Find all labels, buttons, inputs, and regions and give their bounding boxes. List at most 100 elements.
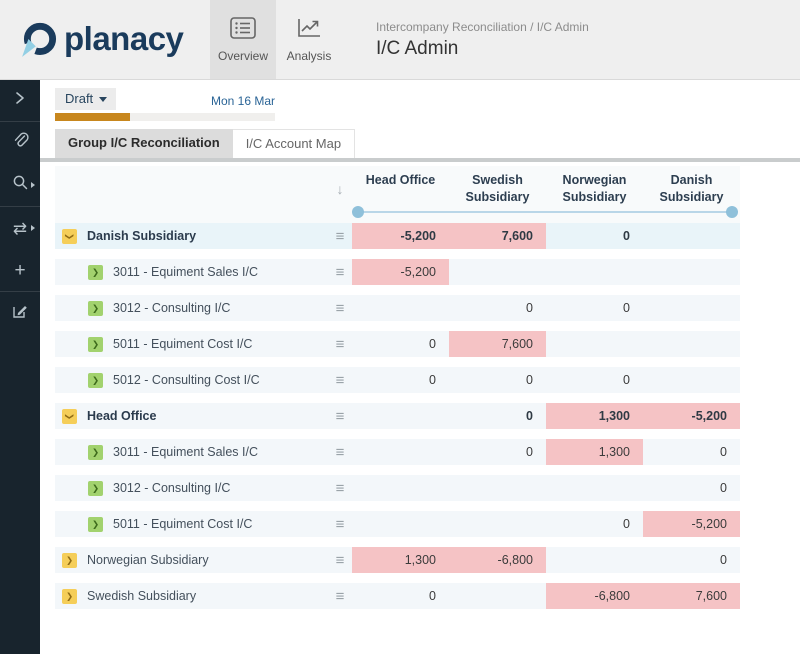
drag-handle-icon[interactable]: ≡ [335,335,345,353]
chevron-right-icon [13,90,27,111]
value-cell[interactable]: 0 [623,517,630,531]
chevron-right-icon[interactable]: ❯ [88,264,103,280]
column-header[interactable]: Norwegian Subsidiary [562,173,627,204]
value-cell[interactable]: 0 [623,229,630,243]
chevron-right-icon[interactable]: ❯ [88,480,103,496]
chevron-down-icon[interactable]: ❯ [62,228,77,244]
sidebar-item-transfer[interactable]: ⇄ [0,207,40,249]
sidebar: ⇄ + [0,80,40,654]
nav-tab-overview[interactable]: Overview [210,0,276,79]
chevron-right-icon[interactable]: ❯ [88,372,103,388]
range-slider-handle-right[interactable] [726,206,738,218]
row-cells: 0 0 0 [352,367,740,393]
value-cell[interactable]: 0 [429,373,436,387]
drag-handle-icon[interactable]: ≡ [335,551,345,569]
value-cell[interactable]: 0 [429,589,436,603]
drag-handle-icon[interactable]: ≡ [335,263,345,281]
nav-tab-analysis[interactable]: Analysis [276,0,342,79]
chevron-right-icon[interactable]: ❯ [88,336,103,352]
value-cell-flagged[interactable]: 7,600 [449,223,546,249]
range-slider-handle-left[interactable] [352,206,364,218]
horizontal-scrollbar[interactable] [40,158,800,162]
sidebar-divider [0,206,40,207]
value-cell-flagged[interactable]: 1,300 [546,403,643,429]
row-label: 3011 - Equiment Sales I/C [113,265,258,279]
value-cell[interactable] [449,511,546,537]
value-cell-flagged[interactable]: -5,200 [352,223,449,249]
row-label: 5012 - Consulting Cost I/C [113,373,260,387]
tab-ic-account-map[interactable]: I/C Account Map [232,129,356,158]
column-header[interactable]: Danish Subsidiary [659,173,724,204]
row-label: 3012 - Consulting I/C [113,481,231,495]
drag-handle-icon[interactable]: ≡ [335,515,345,533]
value-cell[interactable] [449,583,546,609]
row-cells: 0 1,300 -5,200 [352,403,740,429]
value-cell[interactable]: 0 [526,445,533,459]
chevron-right-icon[interactable]: ❯ [88,444,103,460]
value-cell[interactable]: 0 [720,553,727,567]
sidebar-item-search[interactable] [0,164,40,206]
value-cell-flagged[interactable]: -5,200 [643,511,740,537]
drag-handle-icon[interactable]: ≡ [335,443,345,461]
chevron-right-icon[interactable]: ❯ [62,552,77,568]
drag-handle-icon[interactable]: ≡ [335,299,345,317]
value-cell-flagged[interactable]: 7,600 [643,583,740,609]
row-cells: 0 7,600 [352,331,740,357]
value-cell[interactable] [352,475,449,501]
drag-handle-icon[interactable]: ≡ [335,227,345,245]
drag-handle-icon[interactable]: ≡ [335,479,345,497]
value-cell-flagged[interactable]: -5,200 [643,403,740,429]
chevron-down-icon[interactable]: ❯ [62,408,77,424]
chevron-right-icon[interactable]: ❯ [62,588,77,604]
column-header[interactable]: Swedish Subsidiary [465,173,530,204]
value-cell[interactable] [546,259,643,285]
reconciliation-grid: ↓ Head Office Swedish Subsidiary Norwegian… [55,166,740,609]
value-cell-flagged[interactable]: -6,800 [546,583,643,609]
value-cell[interactable] [352,403,449,429]
drag-handle-icon[interactable]: ≡ [335,371,345,389]
value-cell-flagged[interactable]: 1,300 [352,547,449,573]
submenu-caret-icon [31,225,35,231]
timeline-progress-track [55,113,275,121]
value-cell[interactable] [643,259,740,285]
value-cell[interactable]: 0 [429,337,436,351]
value-cell[interactable]: 0 [526,409,533,423]
value-cell[interactable]: 0 [623,301,630,315]
chevron-down-icon [99,97,108,102]
version-dropdown-button[interactable]: Draft [55,88,117,110]
value-cell-flagged[interactable]: -6,800 [449,547,546,573]
sidebar-item-add[interactable]: + [0,249,40,291]
chevron-right-icon[interactable]: ❯ [88,516,103,532]
value-cell[interactable] [352,439,449,465]
column-header[interactable]: Head Office [365,173,436,187]
sort-descending-icon[interactable]: ↓ [336,180,344,197]
value-cell[interactable] [643,331,740,357]
value-cell[interactable] [643,295,740,321]
value-cell[interactable]: 0 [720,481,727,495]
nav-label-analysis: Analysis [286,48,332,63]
value-cell[interactable] [352,511,449,537]
value-cell[interactable] [643,367,740,393]
value-cell[interactable]: 0 [526,301,533,315]
value-cell[interactable] [643,223,740,249]
row-label: 3011 - Equiment Sales I/C [113,445,258,459]
value-cell[interactable]: 0 [623,373,630,387]
drag-handle-icon[interactable]: ≡ [335,587,345,605]
drag-handle-icon[interactable]: ≡ [335,407,345,425]
value-cell-flagged[interactable]: 7,600 [449,331,546,357]
sidebar-item-edit[interactable] [0,292,40,334]
value-cell[interactable] [546,475,643,501]
value-cell[interactable] [546,331,643,357]
value-cell[interactable]: 0 [720,445,727,459]
value-cell[interactable] [546,547,643,573]
value-cell[interactable]: 0 [526,373,533,387]
tab-group-ic-reconciliation[interactable]: Group I/C Reconciliation [55,129,233,158]
value-cell[interactable] [449,475,546,501]
value-cell-flagged[interactable]: 1,300 [546,439,643,465]
value-cell[interactable] [352,295,449,321]
value-cell[interactable] [449,259,546,285]
sidebar-item-attachments[interactable] [0,122,40,164]
sidebar-item-expand-panel[interactable] [0,80,40,122]
value-cell-flagged[interactable]: -5,200 [352,259,449,285]
chevron-right-icon[interactable]: ❯ [88,300,103,316]
